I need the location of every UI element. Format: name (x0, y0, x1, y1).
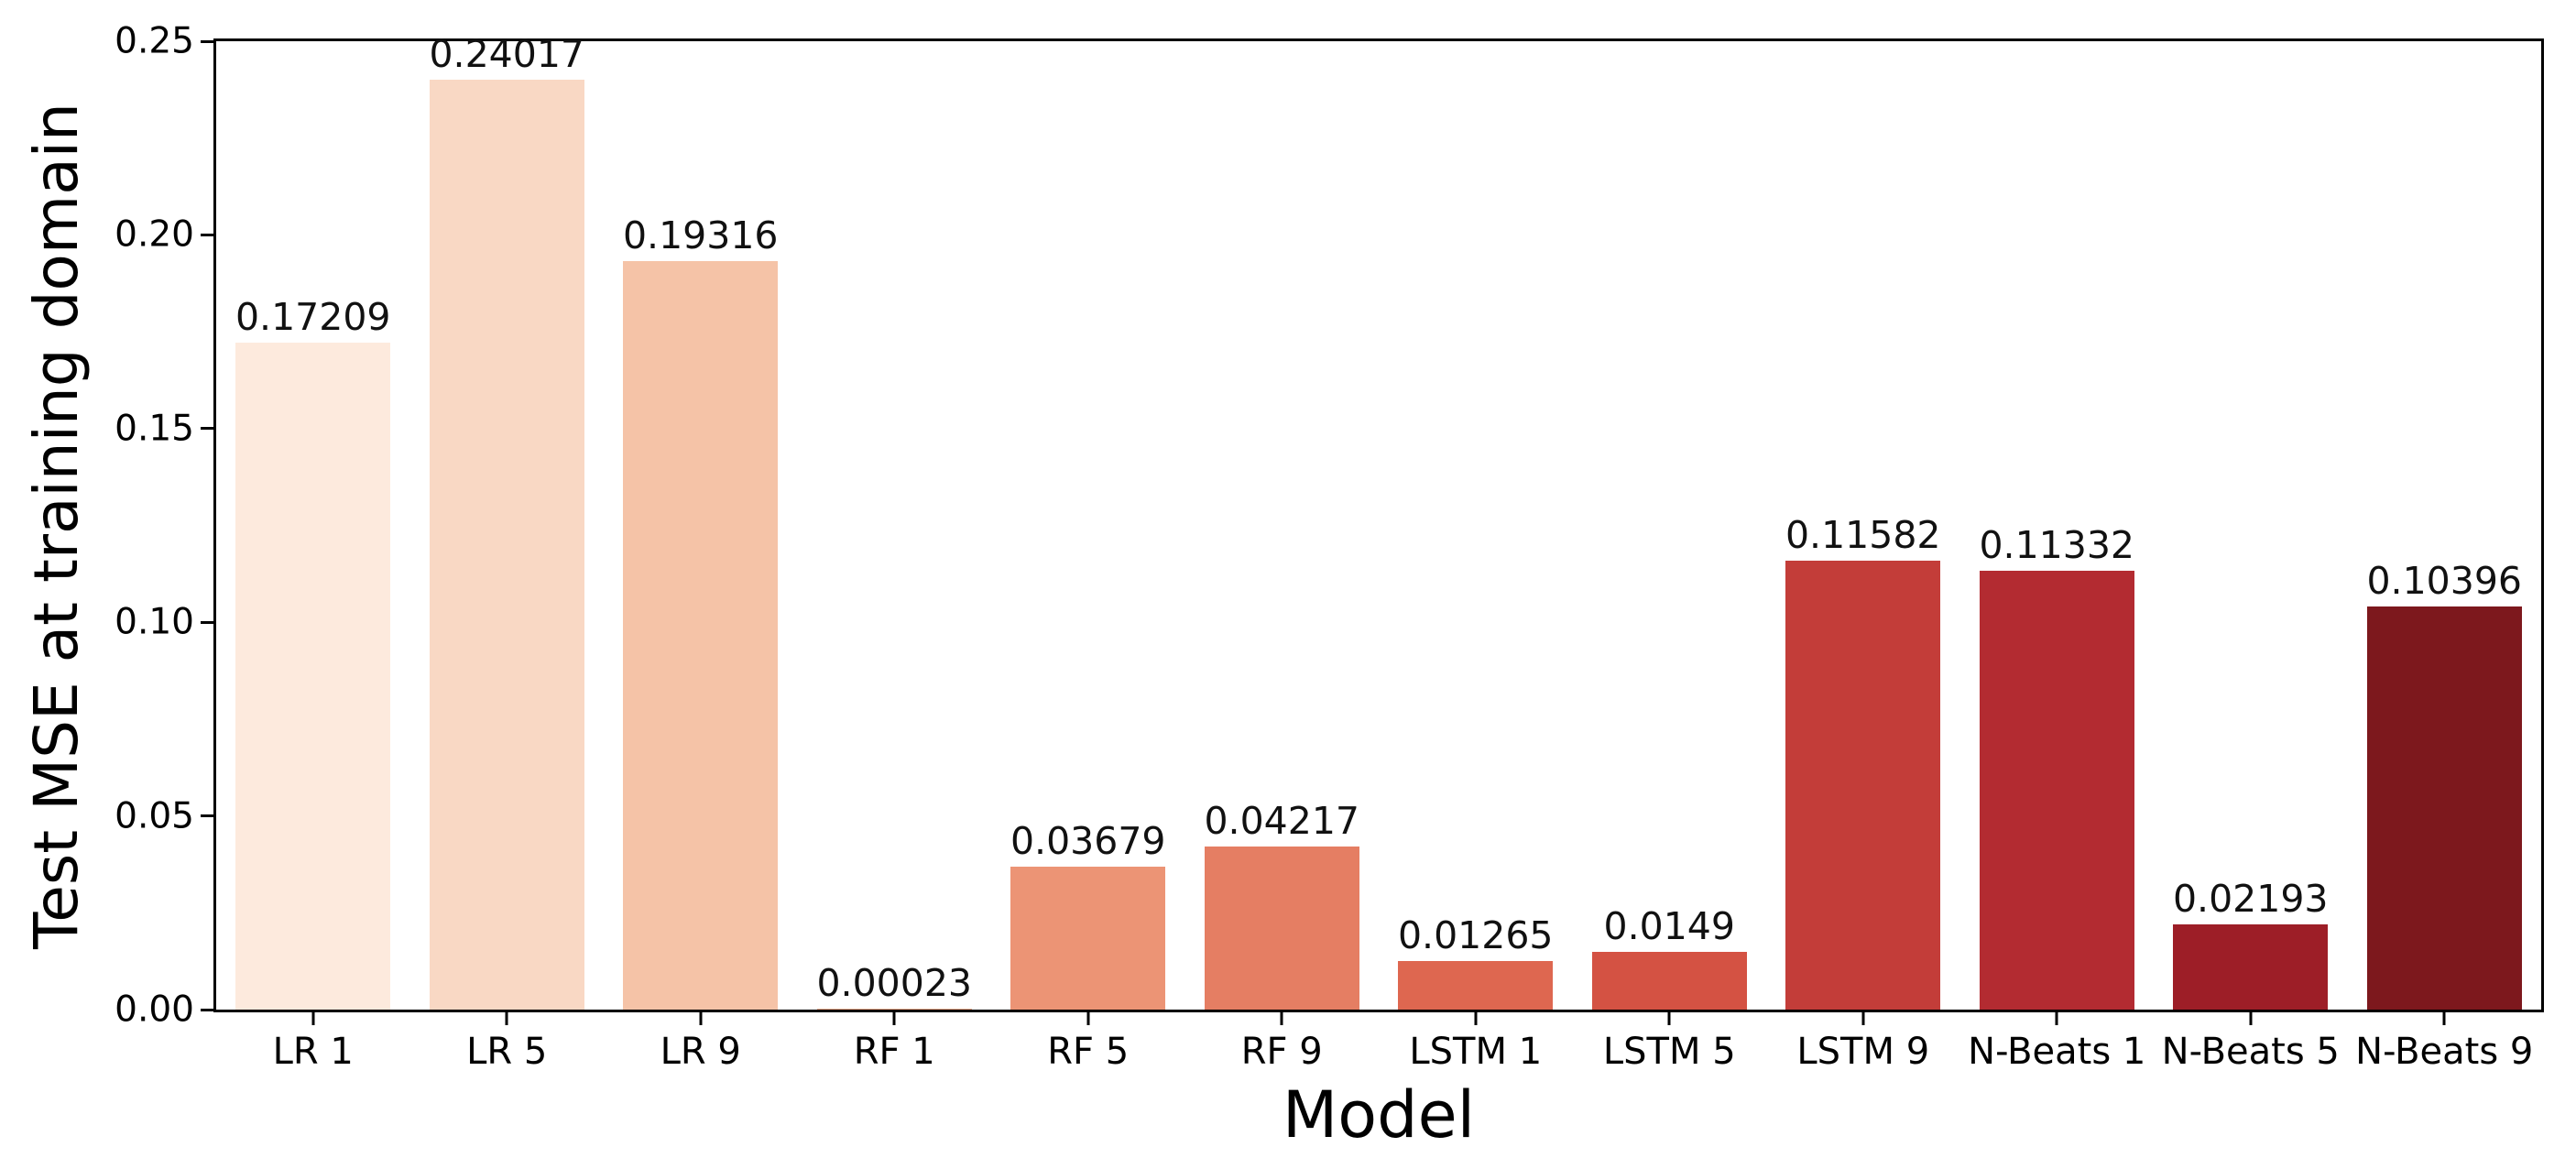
bar-value-label: 0.11332 (1979, 522, 2135, 567)
bar-value-label: 0.04217 (1204, 798, 1360, 843)
y-tick-label-0.10: 0.10 (115, 601, 194, 643)
x-tick-label-lr-9: LR 9 (660, 1031, 741, 1073)
bar-slot: 0.19316 (604, 41, 798, 1010)
bar-lr-1 (235, 343, 391, 1010)
bar-value-label: 0.00023 (816, 961, 973, 1006)
x-tick-mark (892, 1012, 896, 1025)
x-tick-mark (2249, 1012, 2253, 1025)
x-axis-label: Model (1282, 1077, 1476, 1153)
x-tick-label-lr-5: LR 5 (466, 1031, 548, 1073)
bar-lr-9 (623, 261, 779, 1010)
y-tick-label-0.25: 0.25 (115, 20, 194, 62)
bar-n-beats-9 (2366, 606, 2522, 1010)
bar-rf-1 (816, 1009, 972, 1010)
x-tick-mark (311, 1012, 315, 1025)
x-tick-label-n-beats-9: N-Beats 9 (2355, 1031, 2534, 1073)
y-tick-mark (201, 427, 213, 431)
x-tick-label-lstm-1: LSTM 1 (1409, 1031, 1543, 1073)
y-tick-label-0.05: 0.05 (115, 795, 194, 837)
x-tick-label-n-beats-5: N-Beats 5 (2161, 1031, 2340, 1073)
x-tick-mark (1474, 1012, 1478, 1025)
bar-slot: 0.11582 (1766, 41, 1960, 1010)
x-tick-mark (1280, 1012, 1283, 1025)
bar-slot: 0.00023 (798, 41, 992, 1010)
bar-lstm-5 (1591, 952, 1747, 1010)
x-tick-mark (1861, 1012, 1865, 1025)
bar-n-beats-1 (1979, 570, 2134, 1010)
x-tick-mark (699, 1012, 703, 1025)
x-tick-label-n-beats-1: N-Beats 1 (1968, 1031, 2146, 1073)
x-tick-label-rf-9: RF 9 (1240, 1031, 1323, 1073)
bar-value-label: 0.19316 (622, 213, 779, 258)
x-tick-mark (2442, 1012, 2446, 1025)
x-tick-label-lstm-5: LSTM 5 (1602, 1031, 1736, 1073)
bar-slot: 0.04217 (1185, 41, 1380, 1010)
bar-value-label: 0.11582 (1785, 513, 1941, 558)
bar-n-beats-5 (2173, 924, 2329, 1010)
y-tick-mark (201, 1008, 213, 1011)
x-tick-label-lstm-9: LSTM 9 (1796, 1031, 1930, 1073)
plot-area: 0.17209 0.24017 0.19316 0.00023 0.03679 0.042… (115, 24, 2544, 1147)
y-tick-label-0.15: 0.15 (115, 408, 194, 450)
bar-slot: 0.03679 (991, 41, 1185, 1010)
bar-lstm-9 (1785, 561, 1941, 1010)
bar-lstm-1 (1398, 960, 1554, 1010)
bar-slot: 0.10396 (2348, 41, 2542, 1010)
bar-value-label: 0.03679 (1010, 819, 1166, 864)
bar-value-label: 0.24017 (429, 31, 585, 76)
bar-slot: 0.0149 (1573, 41, 1767, 1010)
y-axis-label: Test MSE at training domain (21, 103, 92, 949)
bar-slot: 0.17209 (216, 41, 410, 1010)
y-tick-mark (201, 620, 213, 624)
x-tick-mark (2055, 1012, 2058, 1025)
bar-value-label: 0.01265 (1397, 912, 1554, 957)
y-tick-label-0.00: 0.00 (115, 989, 194, 1031)
bar-lr-5 (429, 79, 584, 1010)
y-tick-label-0.20: 0.20 (115, 213, 194, 256)
bar-slot: 0.11332 (1960, 41, 2155, 1010)
bar-rf-5 (1010, 867, 1166, 1010)
x-tick-mark (1086, 1012, 1090, 1025)
bars: 0.17209 0.24017 0.19316 0.00023 0.03679 0.042… (216, 35, 2542, 1010)
bar-slot: 0.02193 (2154, 41, 2348, 1010)
x-tick-label-rf-5: RF 5 (1047, 1031, 1130, 1073)
x-tick-mark (505, 1012, 508, 1025)
bar-value-label: 0.10396 (2366, 559, 2523, 604)
bar-value-label: 0.0149 (1603, 904, 1735, 949)
y-tick-mark (201, 814, 213, 818)
bar-slot: 0.01265 (1379, 41, 1573, 1010)
x-tick-mark (1667, 1012, 1671, 1025)
x-tick-label-lr-1: LR 1 (272, 1031, 354, 1073)
bar-rf-9 (1204, 846, 1359, 1010)
bar-value-label: 0.02193 (2172, 877, 2329, 922)
bar-slot: 0.24017 (410, 35, 605, 1010)
x-tick-label-rf-1: RF 1 (853, 1031, 935, 1073)
y-tick-mark (201, 39, 213, 43)
y-tick-mark (201, 233, 213, 236)
bar-value-label: 0.17209 (235, 295, 391, 340)
